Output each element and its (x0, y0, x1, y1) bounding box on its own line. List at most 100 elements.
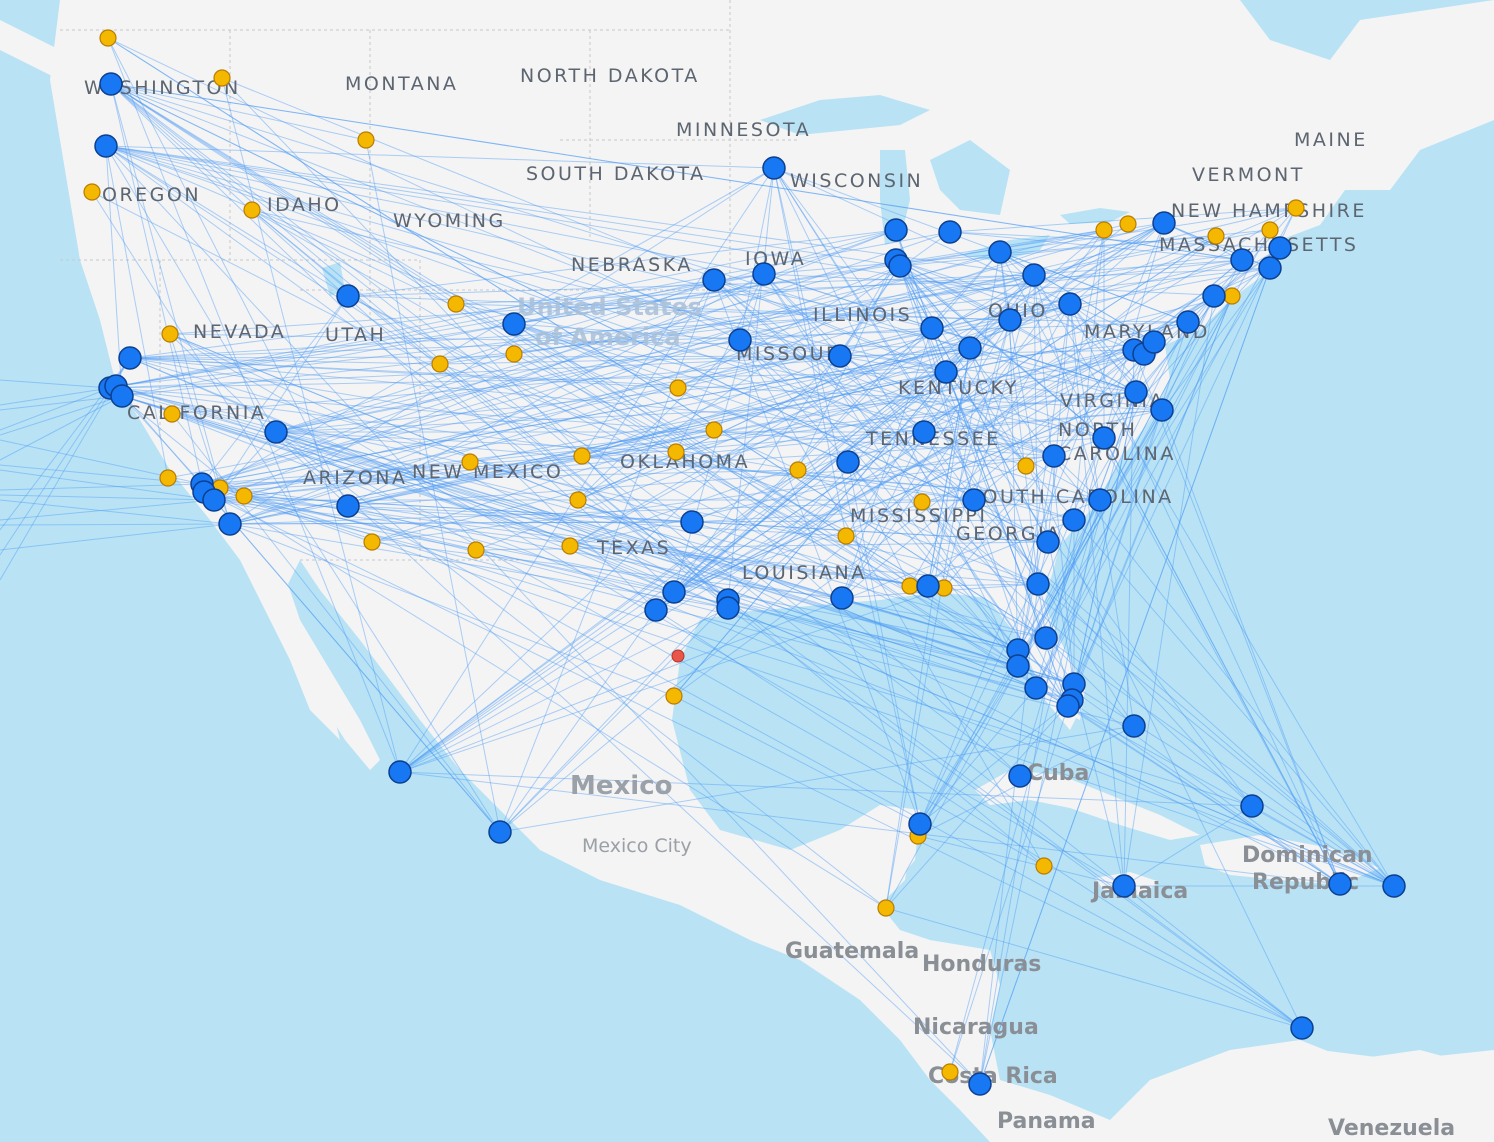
hub-airport-marker[interactable] (1122, 714, 1146, 738)
hub-airport-marker[interactable] (118, 346, 142, 370)
hub-airport-marker[interactable] (202, 488, 226, 512)
airport-markers[interactable] (83, 29, 1406, 1096)
secondary-airport-marker[interactable] (901, 577, 919, 595)
hub-airport-marker[interactable] (1124, 380, 1148, 404)
secondary-airport-marker[interactable] (1261, 221, 1279, 239)
secondary-airport-marker[interactable] (1223, 287, 1241, 305)
hub-airport-marker[interactable] (1176, 310, 1200, 334)
hub-airport-marker[interactable] (264, 420, 288, 444)
secondary-airport-marker[interactable] (913, 493, 931, 511)
hub-airport-marker[interactable] (1202, 284, 1226, 308)
hub-airport-marker[interactable] (336, 284, 360, 308)
hub-airport-marker[interactable] (702, 268, 726, 292)
secondary-airport-marker[interactable] (1287, 199, 1305, 217)
hub-airport-marker[interactable] (1062, 508, 1086, 532)
hub-airport-marker[interactable] (218, 512, 242, 536)
hub-airport-marker[interactable] (958, 336, 982, 360)
hub-airport-marker[interactable] (1258, 256, 1282, 280)
hub-airport-marker[interactable] (680, 510, 704, 534)
hub-airport-marker[interactable] (752, 262, 776, 286)
hub-airport-marker[interactable] (1058, 292, 1082, 316)
hub-airport-marker[interactable] (912, 420, 936, 444)
hub-airport-marker[interactable] (1008, 764, 1032, 788)
hub-airport-marker[interactable] (1382, 874, 1406, 898)
secondary-airport-marker[interactable] (83, 183, 101, 201)
hub-airport-marker[interactable] (920, 316, 944, 340)
hub-airport-marker[interactable] (488, 820, 512, 844)
hub-airport-marker[interactable] (968, 1072, 992, 1096)
hub-airport-marker[interactable] (502, 312, 526, 336)
secondary-airport-marker[interactable] (447, 295, 465, 313)
secondary-airport-marker[interactable] (877, 899, 895, 917)
secondary-airport-marker[interactable] (667, 443, 685, 461)
secondary-airport-marker[interactable] (161, 325, 179, 343)
secondary-airport-marker[interactable] (235, 487, 253, 505)
secondary-airport-marker[interactable] (461, 453, 479, 471)
hub-airport-marker[interactable] (884, 218, 908, 242)
secondary-airport-marker[interactable] (163, 405, 181, 423)
hub-airport-marker[interactable] (336, 494, 360, 518)
hub-airport-marker[interactable] (716, 596, 740, 620)
hub-airport-marker[interactable] (988, 240, 1012, 264)
hub-airport-marker[interactable] (728, 328, 752, 352)
hub-airport-marker[interactable] (908, 812, 932, 836)
hub-airport-marker[interactable] (1036, 530, 1060, 554)
secondary-airport-marker[interactable] (561, 537, 579, 555)
secondary-airport-marker[interactable] (569, 491, 587, 509)
secondary-airport-marker[interactable] (941, 1063, 959, 1081)
hub-airport-marker[interactable] (1024, 676, 1048, 700)
special-airport-marker[interactable] (671, 649, 685, 663)
hub-airport-marker[interactable] (1328, 872, 1352, 896)
hub-airport-marker[interactable] (1026, 572, 1050, 596)
secondary-airport-marker[interactable] (357, 131, 375, 149)
hub-airport-marker[interactable] (934, 360, 958, 384)
hub-airport-marker[interactable] (1006, 654, 1030, 678)
secondary-airport-marker[interactable] (99, 29, 117, 47)
hub-airport-marker[interactable] (388, 760, 412, 784)
hub-airport-marker[interactable] (1042, 444, 1066, 468)
hub-airport-marker[interactable] (916, 574, 940, 598)
hub-airport-marker[interactable] (110, 384, 134, 408)
hub-airport-marker[interactable] (998, 308, 1022, 332)
secondary-airport-marker[interactable] (1035, 857, 1053, 875)
hub-airport-marker[interactable] (94, 134, 118, 158)
hub-airport-marker[interactable] (1240, 794, 1264, 818)
secondary-airport-marker[interactable] (705, 421, 723, 439)
hub-airport-marker[interactable] (1056, 694, 1080, 718)
hub-airport-marker[interactable] (962, 488, 986, 512)
secondary-airport-marker[interactable] (789, 461, 807, 479)
hub-airport-marker[interactable] (1268, 236, 1292, 260)
secondary-airport-marker[interactable] (669, 379, 687, 397)
secondary-airport-marker[interactable] (837, 527, 855, 545)
secondary-airport-marker[interactable] (431, 355, 449, 373)
hub-airport-marker[interactable] (828, 344, 852, 368)
secondary-airport-marker[interactable] (505, 345, 523, 363)
secondary-airport-marker[interactable] (665, 687, 683, 705)
hub-airport-marker[interactable] (99, 72, 123, 96)
hub-airport-marker[interactable] (1112, 874, 1136, 898)
hub-airport-marker[interactable] (662, 580, 686, 604)
hub-airport-marker[interactable] (1088, 488, 1112, 512)
hub-airport-marker[interactable] (1142, 330, 1166, 354)
hub-airport-marker[interactable] (644, 598, 668, 622)
secondary-airport-marker[interactable] (213, 69, 231, 87)
secondary-airport-marker[interactable] (1207, 227, 1225, 245)
hub-airport-marker[interactable] (1034, 626, 1058, 650)
secondary-airport-marker[interactable] (363, 533, 381, 551)
secondary-airport-marker[interactable] (1095, 221, 1113, 239)
secondary-airport-marker[interactable] (159, 469, 177, 487)
secondary-airport-marker[interactable] (1119, 215, 1137, 233)
secondary-airport-marker[interactable] (1017, 457, 1035, 475)
secondary-airport-marker[interactable] (573, 447, 591, 465)
hub-airport-marker[interactable] (1290, 1016, 1314, 1040)
secondary-airport-marker[interactable] (243, 201, 261, 219)
hub-airport-marker[interactable] (1092, 426, 1116, 450)
hub-airport-marker[interactable] (830, 586, 854, 610)
hub-airport-marker[interactable] (1230, 248, 1254, 272)
hub-airport-marker[interactable] (938, 220, 962, 244)
hub-airport-marker[interactable] (1150, 398, 1174, 422)
hub-airport-marker[interactable] (888, 254, 912, 278)
secondary-airport-marker[interactable] (467, 541, 485, 559)
hub-airport-marker[interactable] (1152, 211, 1176, 235)
